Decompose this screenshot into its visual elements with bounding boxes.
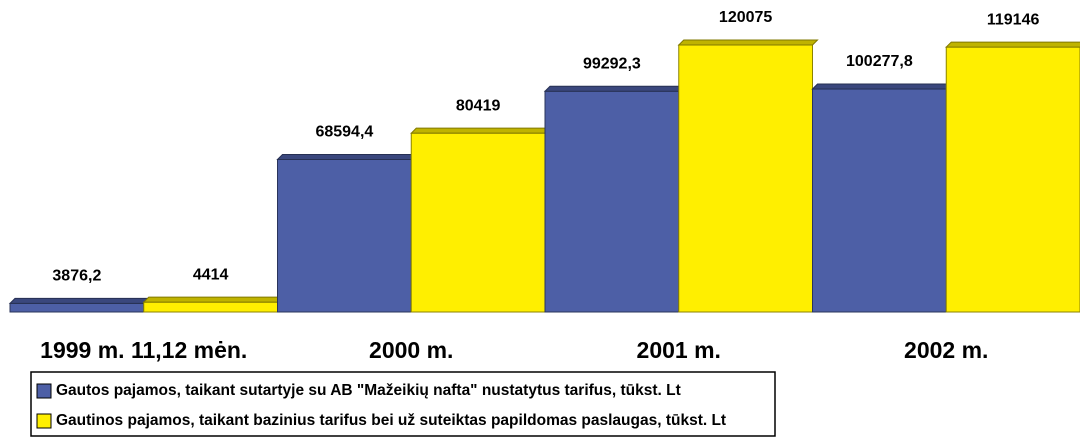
value-label: 3876,2 [52,268,101,285]
value-label: 80419 [456,97,501,114]
bar [143,301,278,313]
legend-marker [36,413,52,429]
legend-marker [36,383,52,399]
value-label: 119146 [987,11,1040,28]
bar [9,302,145,313]
bar-top [945,41,1080,48]
bar [945,46,1080,313]
bar-top [811,83,953,90]
value-label: 68594,4 [315,124,373,141]
x-tick-label: 1999 m. 11,12 mėn. [40,337,247,363]
value-label: 120075 [719,9,772,26]
x-tick-label: 2001 m. [637,337,721,363]
x-tick-label: 2000 m. [369,337,453,363]
bar [544,90,680,313]
bar [678,44,813,313]
bar [812,88,947,313]
legend-label: Gautinos pajamos, taikant bazinius tarif… [56,412,726,429]
value-label: 100277,8 [846,53,913,70]
bar-top [276,153,418,160]
legend-box [30,371,776,437]
bar [277,158,412,313]
x-tick-label: 2002 m. [904,337,988,363]
bar-top [677,39,819,46]
bar-top [410,127,552,134]
bar-top [8,297,150,304]
value-label: 99292,3 [583,55,641,72]
value-label: 4414 [193,266,229,283]
bar [410,132,546,313]
legend-label: Gautos pajamos, taikant sutartyje su AB … [56,382,681,399]
bar-top [543,85,685,92]
bar-top [142,296,284,303]
